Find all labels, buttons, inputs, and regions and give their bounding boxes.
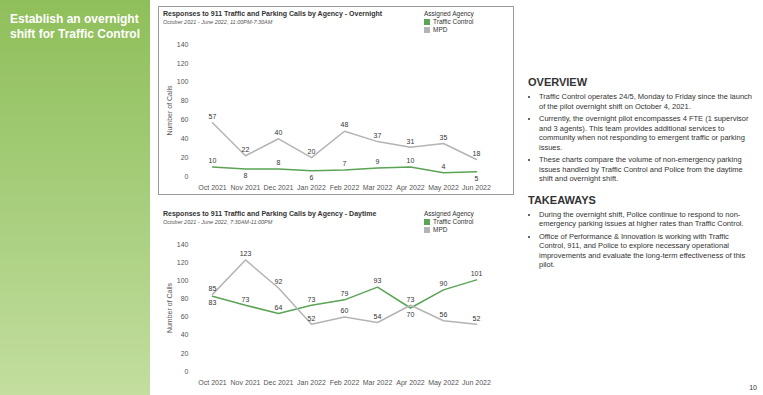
html-text:TAKEAWAYS: TAKEAWAYS (528, 193, 596, 206)
svg-text:May 2022: May 2022 (428, 379, 459, 387)
svg-text:Oct 2021: Oct 2021 (198, 379, 227, 386)
svg-text:10: 10 (209, 157, 217, 164)
svg-text:31: 31 (407, 138, 415, 145)
svg-text:8: 8 (244, 172, 248, 179)
svg-text:Jun 2022: Jun 2022 (462, 379, 491, 386)
svg-text:Feb 2022: Feb 2022 (330, 379, 360, 386)
svg-text:4: 4 (442, 163, 446, 170)
svg-text:Mar 2022: Mar 2022 (363, 379, 393, 386)
svg-text:60: 60 (181, 116, 189, 123)
svg-text:83: 83 (209, 299, 217, 306)
html-text:Assigned Agency: Assigned Agency (424, 210, 474, 217)
svg-text:85: 85 (209, 285, 217, 292)
svg-text:Number of Calls: Number of Calls (166, 85, 173, 136)
svg-text:May 2022: May 2022 (428, 184, 459, 192)
svg-text:8: 8 (277, 159, 281, 166)
svg-text:73: 73 (308, 296, 316, 303)
svg-text:Apr 2022: Apr 2022 (396, 379, 425, 387)
svg-text:100: 100 (177, 78, 189, 85)
svg-text:57: 57 (209, 113, 217, 120)
svg-text:70: 70 (407, 311, 415, 318)
svg-text:20: 20 (308, 148, 316, 155)
svg-text:40: 40 (181, 331, 189, 338)
html-text:OVERVIEW: OVERVIEW (528, 76, 588, 88)
svg-text:73: 73 (407, 296, 415, 303)
svg-text:Mar 2022: Mar 2022 (363, 184, 393, 191)
html-text:MPD: MPD (433, 26, 448, 33)
svg-text:Dec 2021: Dec 2021 (264, 184, 294, 191)
svg-text:52: 52 (473, 315, 481, 322)
svg-text:48: 48 (341, 121, 349, 128)
svg-text:0: 0 (185, 368, 189, 375)
svg-text:5: 5 (475, 175, 479, 182)
html-text:Assigned Agency: Assigned Agency (424, 10, 474, 17)
svg-text:Nov 2021: Nov 2021 (231, 379, 261, 386)
html-text:Traffic Control operates 24/5,: Traffic Control operates 24/5, Monday to… (539, 92, 752, 111)
svg-text:140: 140 (177, 41, 189, 48)
svg-text:79: 79 (341, 290, 349, 297)
svg-text:120: 120 (177, 259, 189, 266)
svg-text:80: 80 (181, 295, 189, 302)
svg-text:Nov 2021: Nov 2021 (231, 184, 261, 191)
svg-text:Feb 2022: Feb 2022 (330, 184, 360, 191)
svg-text:Number of Calls: Number of Calls (166, 282, 173, 333)
svg-text:9: 9 (376, 158, 380, 165)
svg-text:35: 35 (440, 134, 448, 141)
svg-text:7: 7 (343, 160, 347, 167)
svg-text:40: 40 (181, 135, 189, 142)
svg-text:93: 93 (374, 277, 382, 284)
html-text:These charts compare the volum: These charts compare the volume of non-e… (539, 155, 743, 183)
html-text:10: 10 (749, 384, 757, 391)
svg-text:52: 52 (308, 315, 316, 322)
svg-text:120: 120 (177, 60, 189, 67)
svg-text:6: 6 (310, 174, 314, 181)
svg-text:56: 56 (440, 311, 448, 318)
svg-text:60: 60 (341, 307, 349, 314)
html-text:Responses to 911 Traffic and P: Responses to 911 Traffic and Parking Cal… (163, 210, 377, 217)
html-text:Office of Performance & Innova: Office of Performance & Innovation is wo… (539, 231, 746, 269)
svg-text:60: 60 (181, 313, 189, 320)
svg-text:18: 18 (473, 150, 481, 157)
html-text:Traffic Control: Traffic Control (433, 18, 474, 25)
svg-text:80: 80 (181, 97, 189, 104)
svg-text:Jun 2022: Jun 2022 (462, 184, 491, 191)
svg-text:54: 54 (374, 313, 382, 320)
html-text:Traffic Control: Traffic Control (433, 218, 474, 225)
svg-text:123: 123 (240, 250, 252, 257)
svg-text:20: 20 (181, 350, 189, 357)
svg-text:Jan 2022: Jan 2022 (297, 379, 326, 386)
svg-text:92: 92 (275, 278, 283, 285)
svg-text:90: 90 (440, 280, 448, 287)
svg-text:0: 0 (185, 173, 189, 180)
html-text:October 2021 - June 2022, 7:30: October 2021 - June 2022, 7:30AM-11:00PM (163, 218, 273, 225)
svg-text:Jan 2022: Jan 2022 (297, 184, 326, 191)
svg-text:Apr 2022: Apr 2022 (396, 184, 425, 192)
html-text:October 2021 - June 2022, 11:0: October 2021 - June 2022, 11:00PM-7:30AM (163, 18, 273, 25)
html-text:Responses to 911 Traffic and P: Responses to 911 Traffic and Parking Cal… (163, 10, 383, 17)
svg-text:64: 64 (275, 304, 283, 311)
svg-text:20: 20 (181, 154, 189, 161)
svg-text:37: 37 (374, 132, 382, 139)
svg-text:101: 101 (471, 270, 483, 277)
svg-text:Dec 2021: Dec 2021 (264, 379, 294, 386)
svg-text:73: 73 (242, 296, 250, 303)
svg-text:100: 100 (177, 277, 189, 284)
svg-text:Oct 2021: Oct 2021 (198, 184, 227, 191)
svg-text:40: 40 (275, 129, 283, 136)
html-text:MPD: MPD (433, 226, 448, 233)
svg-text:22: 22 (242, 146, 250, 153)
svg-text:140: 140 (177, 241, 189, 248)
svg-text:10: 10 (407, 157, 415, 164)
html-text:Establish an overnight shift f: Establish an overnight shift for Traffic… (10, 12, 140, 41)
html-text:During the overnight shift, Po: During the overnight shift, Police conti… (539, 209, 744, 228)
html-text:Currently, the overnight pilot: Currently, the overnight pilot encompass… (539, 114, 749, 152)
